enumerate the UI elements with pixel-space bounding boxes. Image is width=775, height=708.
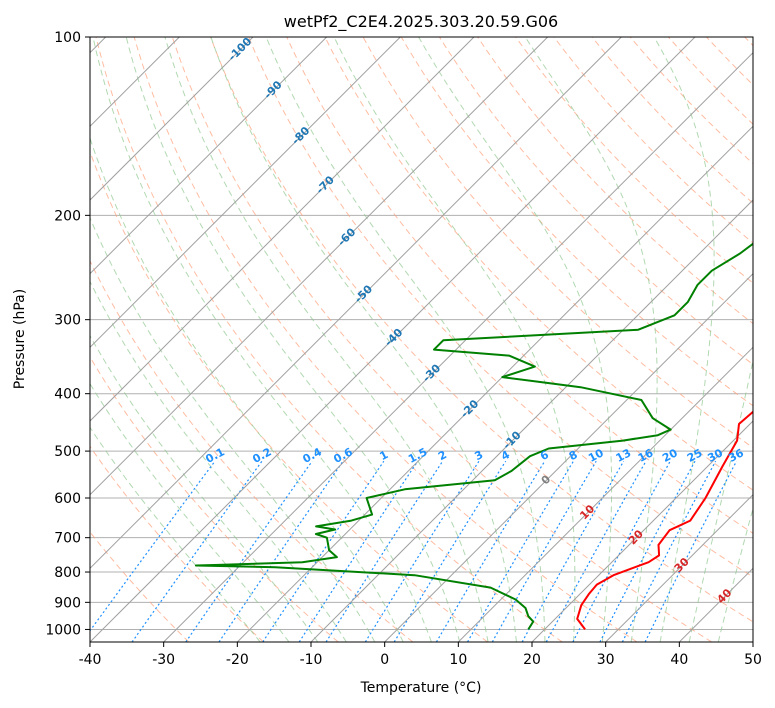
y-axis-title: Pressure (hPa) [12,289,28,389]
moist-adiabat [717,506,753,642]
moist-adiabat [90,334,319,642]
moist-adiabat [688,358,753,642]
isotherm-line [90,37,328,275]
isotherm-line [90,37,475,422]
moist-adiabat [210,37,517,642]
isotherm-line [605,493,753,642]
pressure-grid [90,37,753,630]
moist-adiabat [90,216,376,642]
mixing-ratio-line [90,460,216,632]
mixing-ratio-line [491,460,597,642]
dry-adiabat [515,37,753,284]
x-tick-label: 30 [597,652,615,668]
moist-adiabat [418,37,613,642]
mixing-ratio-line [466,460,574,642]
dry-adiabat [248,37,753,578]
dry-adiabat [324,37,753,491]
x-tick-label: 20 [523,652,541,668]
y-tick-label: 600 [54,491,81,507]
x-tick-label: -10 [300,652,323,668]
isotherm-line [236,125,753,642]
isotherm-line [90,37,254,201]
isotherm-line [531,420,753,642]
moist-adiabat [653,37,715,642]
mixing-ratio-line [599,460,696,642]
y-tick-label: 500 [54,444,81,460]
x-axis-ticks: -40 -30 -20 -10 0 10 20 30 40 50 [79,642,762,668]
mixing-ratio-line [621,460,717,642]
mixing-ratio-label: 25 [685,446,705,465]
dry-adiabat [286,37,753,534]
moist-adiabat [90,136,404,642]
x-tick-label: 0 [380,652,389,668]
mixing-ratio-line [131,460,263,642]
y-tick-label: 400 [54,387,81,403]
sounding-profiles [194,242,753,631]
plot-area: -100-90-80-70-60-50-40-30-20-10010203040… [90,37,753,642]
moist-adiabat [90,280,347,642]
moist-adiabat [90,382,290,642]
dry-adiabat [95,37,563,642]
y-axis-ticks: 100 200 300 400 500 600 700 800 900 1000 [45,30,90,638]
moist-adiabat [92,37,432,642]
mixing-ratio-labels: 0.1 0.2 0.4 0.6 1 1.5 2 3 4 6 8 10 13 16 20 25 30 36 [203,445,746,466]
x-tick-label: 40 [670,652,688,668]
mixing-ratio-label: 13 [614,446,634,465]
dry-adiabat [90,445,264,642]
y-tick-label: 200 [54,208,81,224]
plot-frame [89,36,754,643]
x-axis-title: Temperature (°C) [360,680,482,696]
mixing-ratio-line [325,460,444,642]
isotherm-line [310,199,753,642]
temperature-profile-line [576,410,753,631]
isotherm-line [384,272,753,642]
x-tick-label: -30 [152,652,175,668]
isotherm-line [90,37,696,642]
mixing-ratio-line [262,460,385,642]
y-tick-label: 900 [54,595,81,611]
mixing-ratio-line [572,460,671,642]
isotherm-line [90,37,549,496]
moist-adiabat [265,37,546,642]
x-tick-label: -40 [79,652,102,668]
moist-adiabats [90,37,753,642]
isotherm-line [457,346,753,642]
isotherm-line [90,37,622,570]
y-tick-label: 700 [54,531,81,547]
isotherms [90,37,753,642]
mixing-ratio-label: 36 [726,446,746,465]
dry-adiabat [90,259,414,642]
y-tick-label: 300 [54,313,81,329]
x-tick-label: 50 [744,652,762,668]
dry-adiabat [171,37,712,642]
chart-title: wetPf2_C2E4.2025.303.20.59.G06 [284,12,558,32]
mixing-ratio-label: 30 [705,446,725,465]
mixing-ratio-label: 10 [586,446,606,465]
moist-adiabat [333,37,576,642]
mixing-ratio-line [435,460,546,642]
y-tick-label: 800 [54,565,81,581]
moist-adiabat [125,37,461,642]
y-tick-label: 100 [54,30,81,46]
mixing-ratio-label: 20 [660,446,680,465]
moist-adiabat [524,37,658,642]
x-tick-label: -20 [226,652,249,668]
moist-adiabat [90,426,261,642]
dry-adiabat [210,37,753,623]
isotherm-line [90,37,401,349]
x-tick-label: 10 [449,652,467,668]
mixing-ratio-label: 16 [636,446,656,465]
mixing-ratio-line [298,460,419,642]
y-tick-label: 1000 [45,622,81,638]
dewpoint-profile-line [194,242,753,630]
